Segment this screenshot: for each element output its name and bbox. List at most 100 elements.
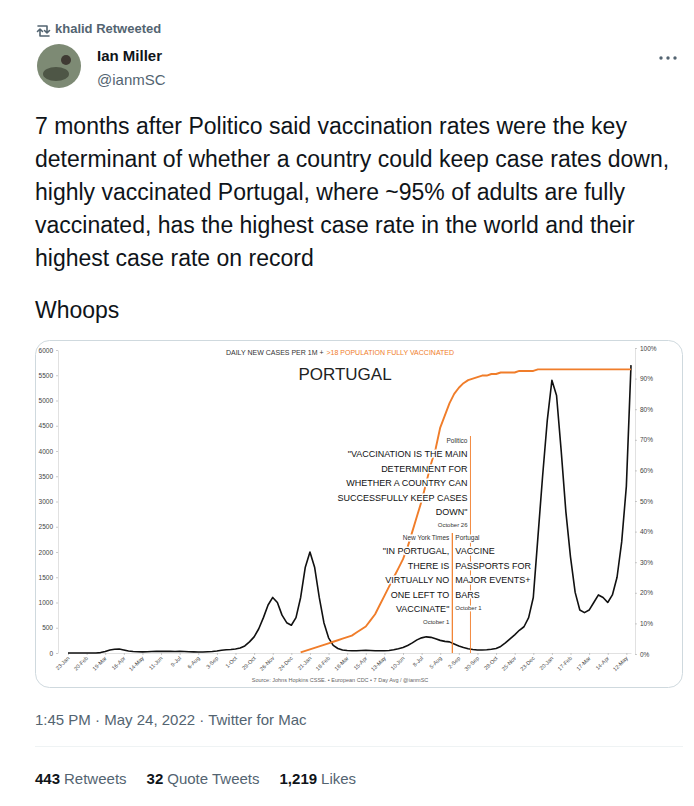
more-menu-dot[interactable] [666,56,669,59]
annotation-text: PASSPORTS FOR [455,561,531,571]
x-tick: 30-Sep [463,653,480,672]
avatar-photo-shade [43,67,69,81]
x-tick: 3-Sep [205,653,220,670]
tick-mark [347,653,348,655]
x-tick: 25-Nov [500,653,517,672]
tick-label: 4000 [39,448,54,455]
y-tick: 2500 [39,523,58,530]
tick-mark [56,603,58,604]
tick-label: 26-Nov [259,655,276,672]
y2-tick: 0% [635,651,650,658]
author-handle[interactable]: @ianmSC [97,71,166,88]
tick-mark [198,653,199,655]
stat[interactable]: 1,219Likes [280,769,357,789]
tick-mark [635,593,637,594]
tick-label: 19-Mar [91,655,108,672]
annotation-line [470,436,471,653]
tick-mark [56,628,58,629]
avatar-photo[interactable] [37,44,81,88]
x-tick: 12-May [612,653,629,672]
tick-mark [180,653,181,655]
tick-label: 20-Feb [73,655,90,672]
annotation-date: October 1 [455,605,482,611]
stats: 443Retweets 32Quote Tweets 1,219Likes [35,769,683,789]
x-tick: 17-Feb [557,653,574,672]
tick-label: 2500 [39,523,54,530]
tick-label: 6-Aug [186,655,201,670]
tick-mark [56,350,58,351]
annotation: Politico"VACCINATION IS THE MAINDETERMIN… [337,437,468,528]
annotation-text: MAJOR EVENTS+ [455,575,530,585]
chart-source: Source: Johns Hopkins CSSE. • European C… [252,677,429,683]
tick-label: 60% [640,467,653,474]
tick-label: 14-Apr [594,655,610,671]
tick-mark [635,532,637,533]
x-tick: 29-Oct [241,653,257,671]
timestamp[interactable]: 1:45 PM · May 24, 2022 · Twitter for Mac [35,710,683,730]
annotation-text: BARS [455,590,480,600]
legend-entry: >18 POPULATION FULLY VACCINATED [327,349,455,356]
tick-label: 90% [640,375,653,382]
tick-mark [403,653,404,655]
stat-label[interactable]: Quote Tweets [167,770,259,787]
tick-mark [56,552,58,553]
y-tick: 4000 [39,448,58,455]
divider [35,746,683,747]
tick-mark [56,401,58,402]
author-name[interactable]: Ian Miller [97,47,162,64]
more-menu[interactable] [659,56,676,59]
chart-frame [36,341,683,688]
tick-mark [635,623,637,624]
chart-image[interactable]: 0500100015002000250030003500400045005000… [35,340,683,688]
x-tick: 24-Dec [277,653,294,672]
tick-mark [291,653,292,655]
tick-mark [635,470,637,471]
plot-area [68,365,631,653]
more-menu-dot[interactable] [673,56,676,59]
retweeted-by[interactable]: khalid Retweeted [55,21,161,36]
stat-count[interactable]: 443 [35,770,60,787]
stat[interactable]: 443Retweets [35,769,127,789]
tick-mark [56,502,58,503]
tick-label: 21-Jan [296,655,312,671]
y-tick: 1500 [39,574,58,581]
stat[interactable]: 32Quote Tweets [147,769,260,789]
tick-label: 20-Jan [538,655,554,671]
tick-label: 8-Jul [412,655,425,668]
tick-label: 80% [640,406,653,413]
tick-mark [626,653,627,655]
tick-mark [635,440,637,441]
x-tick: 18-Mar [333,653,350,672]
y2-tick: 70% [635,436,653,443]
avatar[interactable] [37,44,81,88]
tick-label: 5000 [39,397,54,404]
x-tick: 16-Apr [110,653,126,671]
y2-tick: 80% [635,406,653,413]
tick-label: 18-Feb [315,655,332,672]
y-tick: 6000 [39,347,58,354]
tick-label: 15-Apr [352,655,368,671]
tick-label: 3500 [39,473,54,480]
tweet-body: 7 months after Politico said vaccination… [35,110,683,789]
stat-count[interactable]: 32 [147,770,164,787]
x-tick: 9-Jul [170,653,183,668]
tick-mark [533,653,534,655]
stat-label[interactable]: Likes [321,770,356,787]
tick-label: 20% [640,589,653,596]
x-tick: 28-Oct [483,653,499,671]
tick-mark [552,653,553,655]
tick-label: 3-Sep [205,655,220,670]
tick-label: 40% [640,528,653,535]
stat-label[interactable]: Retweets [64,770,127,787]
axis-line [69,653,632,654]
y-tick: 3500 [39,473,58,480]
stat-count[interactable]: 1,219 [280,770,318,787]
retweet-icon [38,26,50,36]
y-tick: 0 [49,650,58,657]
more-menu-dot[interactable] [659,56,662,59]
tick-mark [105,653,106,655]
annotation-source: New York Times [403,534,450,541]
tick-mark [635,654,637,655]
tick-mark [384,653,385,655]
x-tick: 15-Apr [352,653,368,671]
